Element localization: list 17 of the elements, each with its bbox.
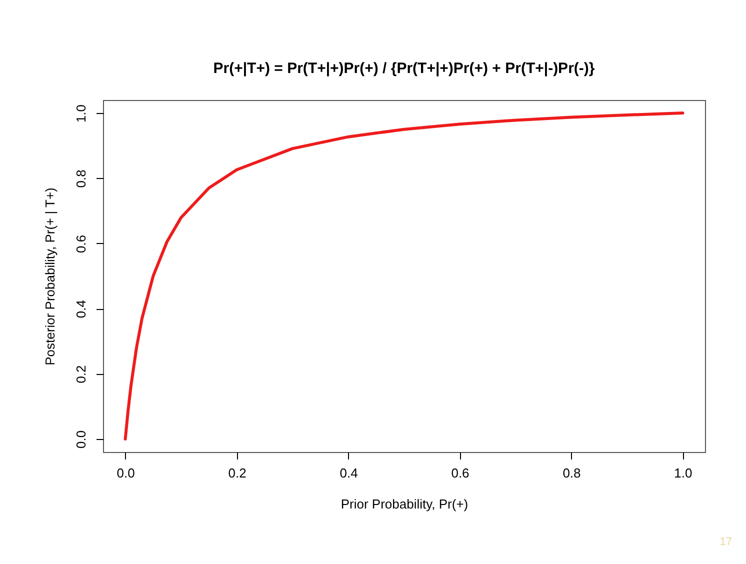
x-tick-label: 0.0 — [116, 466, 135, 480]
x-tick-label: 0.2 — [228, 466, 246, 480]
x-tick-label: 1.0 — [674, 466, 692, 480]
y-tick-label: 0.8 — [74, 170, 88, 188]
chart-title: Pr(+|T+) = Pr(T+|+)Pr(+) / {Pr(T+|+)Pr(+) + Pr(T+|-)Pr(-)} — [213, 60, 595, 77]
y-tick-label: 0.4 — [74, 300, 88, 318]
x-axis-title: Prior Probability, Pr(+) — [340, 496, 468, 512]
y-tick-label: 0.6 — [74, 234, 88, 253]
x-tick-label: 0.8 — [562, 466, 581, 480]
x-tick-label: 0.4 — [340, 466, 358, 480]
y-tick-label: 0.0 — [74, 430, 88, 448]
x-tick-label: 0.6 — [451, 466, 470, 480]
text: 17 — [720, 536, 732, 548]
y-axis-title: Posterior Probability, Pr(+ | T+) — [42, 188, 58, 366]
y-tick-label: 1.0 — [74, 104, 88, 123]
y-tick-label: 0.2 — [74, 365, 88, 384]
line-series — [124, 112, 684, 440]
